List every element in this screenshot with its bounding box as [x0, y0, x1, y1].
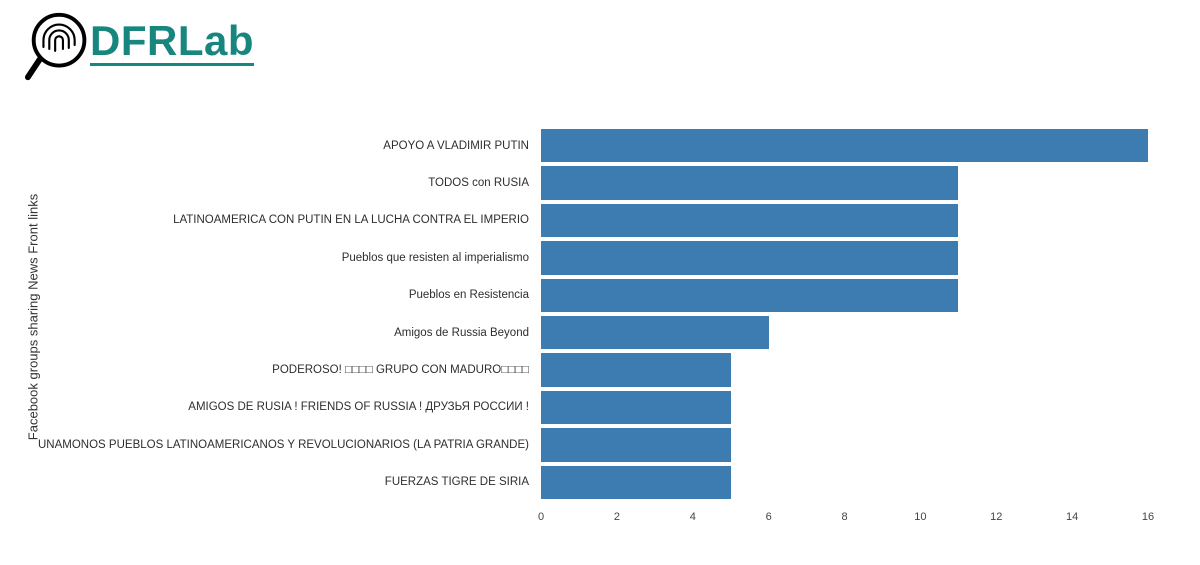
category-label: Pueblos en Resistencia	[408, 289, 529, 302]
chart-row: PODEROSO! □□□□ GRUPO CON MADURO□□□□	[0, 351, 1148, 388]
bar	[541, 428, 731, 462]
chart-row: UNAMONOS PUEBLOS LATINOAMERICANOS Y REVO…	[0, 426, 1148, 463]
category-label: Amigos de Russia Beyond	[394, 326, 529, 339]
bar	[541, 465, 731, 499]
chart-row: FUERZAS TIGRE DE SIRIA	[0, 464, 1148, 501]
bar-area	[541, 426, 1148, 463]
bar-area	[541, 389, 1148, 426]
category-label: TODOS con RUSIA	[428, 177, 529, 190]
chart-row: LATINOAMERICA CON PUTIN EN LA LUCHA CONT…	[0, 202, 1148, 239]
x-tick-label: 12	[990, 510, 1003, 523]
x-tick-label: 10	[914, 510, 927, 523]
x-tick-label: 4	[689, 510, 696, 523]
bar	[541, 278, 959, 312]
category-label: LATINOAMERICA CON PUTIN EN LA LUCHA CONT…	[173, 214, 529, 227]
dfrlab-logo: DFRLab	[22, 8, 254, 86]
category-label: Pueblos que resisten al imperialismo	[341, 251, 529, 264]
x-tick-label: 8	[841, 510, 848, 523]
chart-row: APOYO A VLADIMIR PUTIN	[0, 127, 1148, 164]
chart-row: Pueblos en Resistencia	[0, 277, 1148, 314]
bar-chart: APOYO A VLADIMIR PUTIN TODOS con RUSIA LAT…	[0, 127, 1154, 533]
bar	[541, 353, 731, 387]
bar	[541, 390, 731, 425]
logo-text: DFRLab	[90, 17, 254, 66]
bar	[541, 129, 1148, 163]
bar-area	[541, 351, 1148, 388]
bar-area	[541, 277, 1148, 314]
chart-row: Pueblos que resisten al imperialismo	[0, 239, 1148, 276]
bar	[541, 166, 959, 200]
bar-area	[541, 464, 1148, 501]
category-label: APOYO A VLADIMIR PUTIN	[383, 139, 529, 152]
bar	[541, 315, 769, 350]
bar-area	[541, 164, 1148, 201]
chart-rows: APOYO A VLADIMIR PUTIN TODOS con RUSIA LAT…	[0, 127, 1148, 501]
category-label: UNAMONOS PUEBLOS LATINOAMERICANOS Y REVO…	[38, 438, 529, 451]
x-tick-label: 0	[537, 510, 545, 523]
x-tick-label: 16	[1141, 510, 1155, 523]
bar-area	[541, 202, 1148, 239]
category-label: PODEROSO! □□□□ GRUPO CON MADURO□□□□	[272, 364, 529, 377]
category-label: AMIGOS DE RUSIA ! FRIENDS OF RUSSIA ! ДР…	[188, 401, 529, 414]
chart-row: Amigos de Russia Beyond	[0, 314, 1148, 351]
x-axis: 0 2 4 6 8 10 12 14 16	[537, 510, 1154, 533]
x-tick-label: 14	[1066, 510, 1079, 523]
bar	[541, 241, 959, 275]
bar-area	[541, 239, 1148, 276]
chart-row: TODOS con RUSIA	[0, 164, 1148, 201]
magnifier-fingerprint-icon	[24, 12, 87, 81]
bar-area	[541, 314, 1148, 351]
chart-row: AMIGOS DE RUSIA ! FRIENDS OF RUSSIA ! ДР…	[0, 389, 1148, 426]
bar-area	[541, 127, 1148, 164]
x-tick-label: 2	[613, 510, 620, 523]
category-label: FUERZAS TIGRE DE SIRIA	[384, 476, 529, 489]
bar	[541, 203, 959, 238]
x-tick-label: 6	[765, 510, 772, 523]
